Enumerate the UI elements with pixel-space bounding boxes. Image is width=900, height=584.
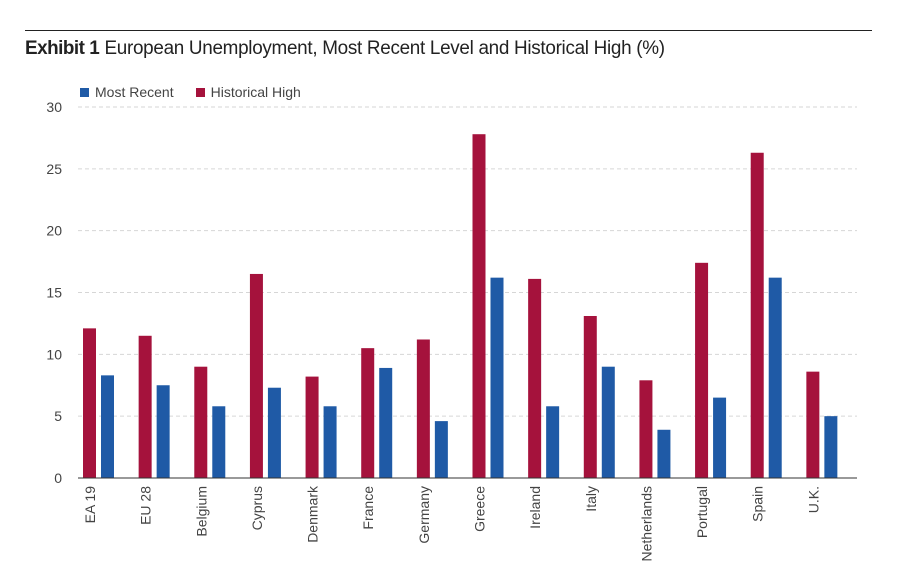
legend-item-historical-high: Historical High xyxy=(195,84,301,100)
legend: Most Recent Historical High xyxy=(80,84,323,100)
bar-historical-high xyxy=(83,328,96,478)
x-tick-label: Belgium xyxy=(193,486,209,537)
y-tick-label: 15 xyxy=(46,285,62,301)
bar-historical-high xyxy=(639,380,653,478)
legend-item-most-recent: Most Recent xyxy=(80,84,174,100)
y-tick-label: 25 xyxy=(46,161,62,177)
bar-most-recent xyxy=(546,406,560,478)
legend-label-most-recent: Most Recent xyxy=(95,84,174,100)
y-tick-label: 10 xyxy=(46,346,62,362)
bar-most-recent xyxy=(323,406,337,478)
y-tick-label: 0 xyxy=(54,470,62,486)
x-tick-label: Greece xyxy=(472,486,488,532)
legend-swatch-historical-high xyxy=(195,87,205,97)
bar-most-recent xyxy=(101,375,114,478)
bar-historical-high xyxy=(305,376,319,478)
bar-historical-high xyxy=(528,278,542,478)
x-tick-label: Ireland xyxy=(527,486,543,529)
bar-most-recent xyxy=(212,406,226,478)
bar-most-recent xyxy=(601,366,615,478)
x-tick-label: Cyprus xyxy=(249,486,265,530)
title-text: European Unemployment, Most Recent Level… xyxy=(104,38,665,59)
x-tick-label: Spain xyxy=(750,486,766,522)
bar-historical-high xyxy=(472,134,486,478)
y-tick-label: 5 xyxy=(54,408,62,424)
exhibit-label: Exhibit 1 xyxy=(25,38,100,59)
bar-most-recent xyxy=(379,367,393,478)
bar-historical-high xyxy=(750,152,764,479)
legend-label-historical-high: Historical High xyxy=(210,84,301,100)
y-tick-label: 20 xyxy=(46,223,62,239)
bar-historical-high xyxy=(416,339,430,478)
chart-title: Exhibit 1 European Unemployment, Most Re… xyxy=(25,38,665,60)
bar-most-recent xyxy=(267,387,281,478)
x-tick-label: Denmark xyxy=(305,485,321,543)
x-tick-label: Germany xyxy=(416,486,432,544)
legend-swatch-most-recent xyxy=(80,87,89,97)
bar-most-recent xyxy=(824,416,838,478)
bar-historical-high xyxy=(194,366,208,478)
bar-most-recent xyxy=(434,421,448,478)
bar-historical-high xyxy=(361,348,375,478)
bar-historical-high xyxy=(695,262,709,478)
bar-most-recent xyxy=(713,397,727,478)
x-tick-label: Italy xyxy=(583,486,599,512)
bar-historical-high xyxy=(583,315,597,478)
x-tick-label: EU 28 xyxy=(138,486,154,525)
x-tick-label: EA 19 xyxy=(82,486,98,524)
bar-most-recent xyxy=(490,277,504,478)
x-tick-label: Portugal xyxy=(694,486,710,538)
bar-most-recent xyxy=(768,277,782,478)
top-rule xyxy=(25,30,872,31)
bar-historical-high xyxy=(249,273,263,478)
bar-most-recent xyxy=(156,385,170,478)
x-tick-label: U.K. xyxy=(805,486,821,513)
x-tick-label: Netherlands xyxy=(638,486,654,562)
x-tick-label: France xyxy=(360,486,376,530)
bar-historical-high xyxy=(138,335,152,478)
bar-historical-high xyxy=(806,371,820,478)
bar-most-recent xyxy=(657,429,671,478)
y-tick-label: 30 xyxy=(46,99,62,115)
